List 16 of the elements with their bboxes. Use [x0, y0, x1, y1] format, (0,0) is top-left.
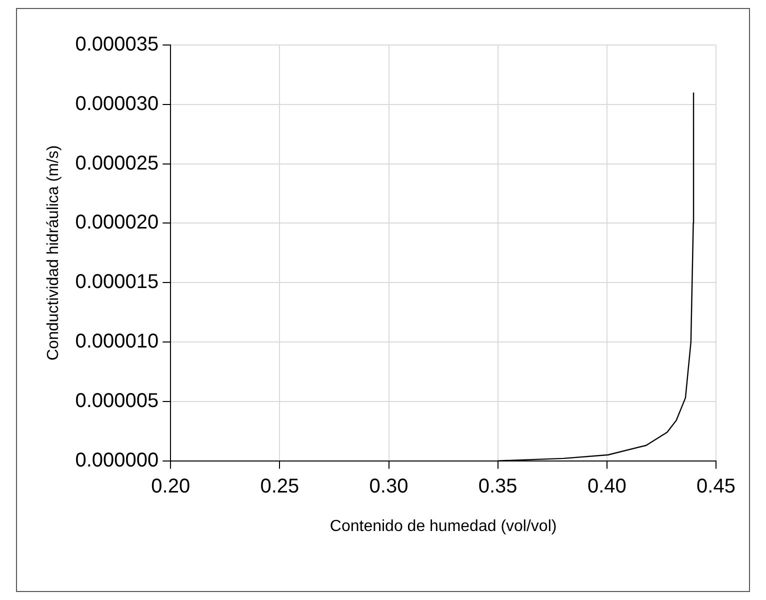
y-tick-label: 0.000010 — [75, 330, 159, 353]
x-tick-label: 0.35 — [478, 475, 518, 498]
x-axis-title: Contenido de humedad (vol/vol) — [330, 518, 557, 535]
y-tick-label: 0.000035 — [75, 34, 159, 56]
y-tick-label: 0.000020 — [75, 212, 159, 234]
x-tick-label: 0.40 — [587, 475, 626, 498]
y-tick-label: 0.000025 — [75, 152, 159, 174]
x-tick-label: 0.45 — [696, 475, 736, 498]
x-tick-label: 0.30 — [369, 475, 408, 498]
y-axis-title: Conductividad hidráulica (m/s) — [45, 145, 62, 360]
y-tick-label: 0.000015 — [75, 271, 159, 294]
y-tick-label: 0.000000 — [75, 449, 159, 472]
y-tick-label: 0.000005 — [75, 390, 159, 412]
x-tick-label: 0.20 — [151, 475, 190, 498]
x-tick-label: 0.25 — [260, 475, 300, 498]
y-tick-label: 0.000030 — [75, 92, 159, 115]
